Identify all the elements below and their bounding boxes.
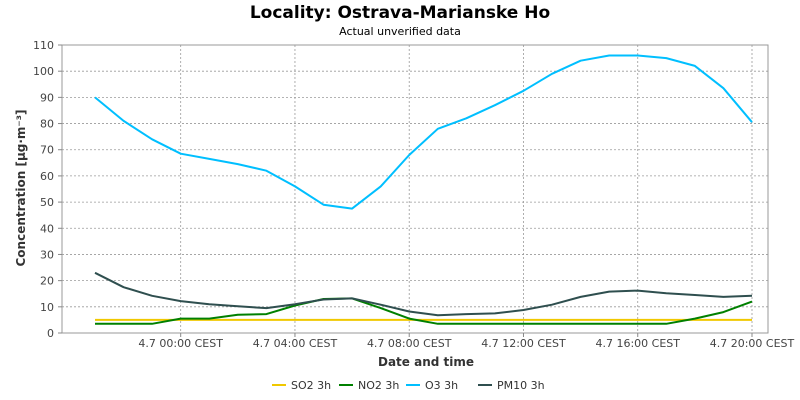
chart-title: Locality: Ostrava-Marianske Ho: [250, 3, 550, 23]
y-tick-label: 70: [40, 144, 54, 157]
plot-border: [61, 44, 769, 334]
x-tick-label: 4.7 04:00 CEST: [253, 337, 338, 350]
legend-label-o3: O3 3h: [425, 379, 458, 392]
series-line-no2: [95, 297, 753, 325]
y-tick-label: 100: [33, 65, 54, 78]
chart-subtitle: Actual unverified data: [339, 25, 461, 38]
y-tick-label: 30: [40, 248, 54, 261]
y-tick-label: 60: [40, 170, 54, 183]
y-tick-label: 80: [40, 118, 54, 131]
x-ticks: 4.7 00:00 CEST 4.7 04:00 CEST 4.7 08:00 CE…: [138, 333, 795, 350]
x-axis-label: Date and time: [378, 355, 474, 369]
y-tick-label: 20: [40, 275, 54, 288]
series-lines: [94, 54, 753, 325]
plot-frame: [61, 44, 769, 334]
legend-label-pm10: PM10 3h: [497, 379, 545, 392]
x-tick-label: 4.7 16:00 CEST: [595, 337, 680, 350]
y-tick-label: 110: [33, 39, 54, 52]
y-tick-label: 50: [40, 196, 54, 209]
y-tick-label: 90: [40, 91, 54, 104]
series-line-o3: [94, 54, 753, 210]
legend: SO2 3h NO2 3h O3 3h PM10 3h: [272, 379, 545, 392]
x-tick-label: 4.7 08:00 CEST: [367, 337, 452, 350]
legend-label-no2: NO2 3h: [358, 379, 399, 392]
y-ticks: 0 10 20 30 40 50 60 70 80 90 100 110: [33, 39, 62, 340]
series-line-pm10: [94, 271, 753, 317]
x-tick-label: 4.7 20:00 CEST: [710, 337, 795, 350]
y-tick-label: 0: [47, 327, 54, 340]
legend-label-so2: SO2 3h: [291, 379, 331, 392]
x-tick-label: 4.7 00:00 CEST: [138, 337, 223, 350]
y-axis-label: Concentration [µg·m⁻³]: [14, 110, 28, 267]
y-tick-label: 10: [40, 301, 54, 314]
x-tick-label: 4.7 12:00 CEST: [481, 337, 566, 350]
y-tick-label: 40: [40, 222, 54, 235]
grid: [62, 44, 768, 333]
